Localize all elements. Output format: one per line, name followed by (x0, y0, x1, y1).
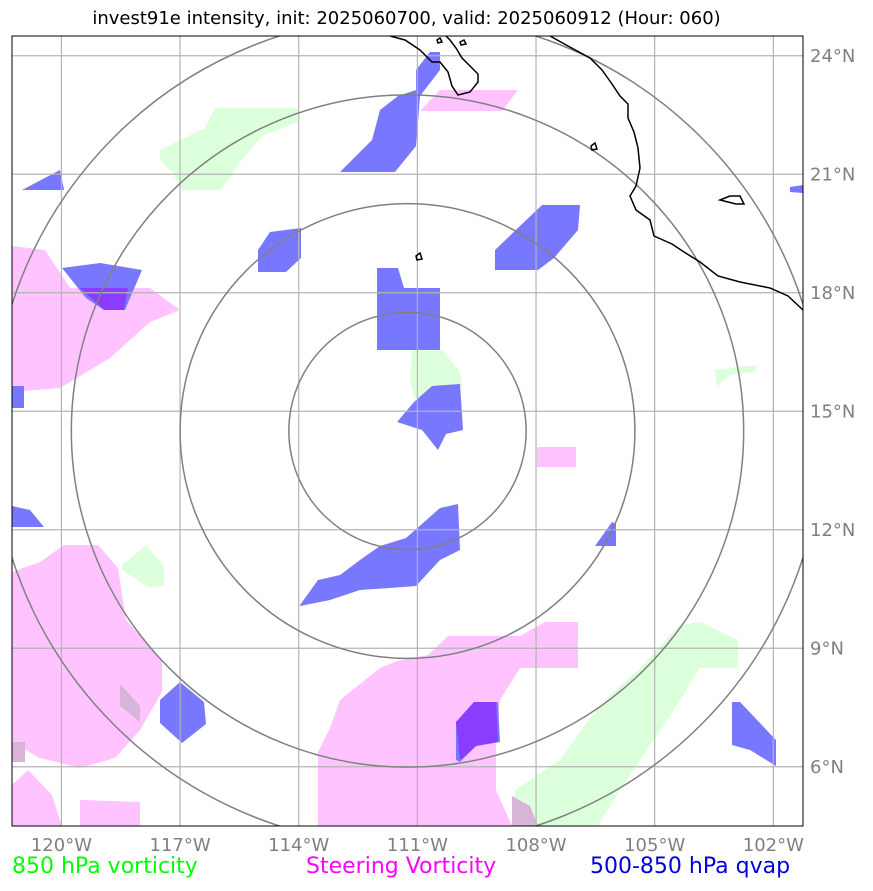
steering-patch (12, 246, 180, 392)
coastline (389, 36, 803, 311)
qvap-patch (790, 185, 803, 193)
longitude-label: 108°W (505, 835, 566, 856)
vort850-patch (122, 545, 164, 587)
qvap-patch (258, 228, 301, 272)
longitude-label: 105°W (624, 835, 685, 856)
qvap-patch (300, 504, 460, 606)
island-marias (590, 141, 598, 151)
range-ring (288, 311, 527, 551)
range-rings (12, 36, 803, 826)
overlap-patch (120, 684, 140, 722)
qvap-patch (160, 682, 206, 743)
latitude-labels: 24°N 21°N 18°N 15°N 12°N 9°N 6°N (810, 46, 855, 778)
qvap-patch (340, 52, 440, 172)
qvap-patch (377, 268, 440, 350)
longitude-labels: 120°W 117°W 114°W 111°W 108°W 105°W 102°W (31, 835, 804, 856)
qvap-patch (732, 702, 776, 766)
overlap-layer (80, 288, 498, 760)
overlap-patch (80, 288, 128, 310)
vort850-patch (715, 365, 757, 386)
island-small-ne (459, 38, 468, 46)
longitude-label: 117°W (150, 835, 211, 856)
overlap-patch (512, 796, 538, 826)
latitude-label: 9°N (810, 638, 844, 659)
qvap-patch (22, 170, 64, 190)
plot-area (12, 36, 803, 826)
mainland-mexico-coast (549, 36, 803, 311)
qvap-patch (397, 384, 463, 450)
qvap-patch (495, 205, 580, 270)
range-ring (70, 94, 745, 768)
latitude-label: 12°N (810, 520, 855, 541)
range-ring (179, 202, 636, 660)
island-small-n (436, 36, 444, 44)
steering-patch (318, 622, 578, 826)
longitude-label: 114°W (268, 835, 329, 856)
steering-patch (12, 545, 162, 768)
island-revillagigedo (415, 251, 423, 261)
steering-layer (12, 90, 578, 826)
qvap-patch (12, 506, 44, 527)
latitude-label: 15°N (810, 401, 855, 422)
vort850-patch (160, 108, 298, 190)
legend-steering-vorticity: Steering Vorticity (306, 854, 497, 879)
steering-patch (12, 770, 62, 826)
qvap-patch (12, 386, 24, 408)
legend-qvap: 500-850 hPa qvap (590, 854, 791, 879)
legend-850hpa-vorticity: 850 hPa vorticity (12, 854, 198, 879)
longitude-label: 111°W (387, 835, 448, 856)
vort850-patch (515, 622, 738, 826)
longitude-label: 102°W (743, 835, 804, 856)
steering-patch (537, 447, 576, 467)
gray-overlap-layer (12, 684, 538, 826)
baja-california-coast (389, 36, 479, 96)
overlap-patch (456, 702, 498, 760)
latitude-label: 24°N (810, 46, 855, 67)
steering-patch (80, 800, 140, 826)
latitude-label: 21°N (810, 164, 855, 185)
map-frame (11, 35, 804, 827)
map-title: invest91e intensity, init: 2025060700, v… (92, 8, 721, 29)
coast-jalisco-shelf (717, 195, 746, 205)
latitude-label: 6°N (810, 757, 844, 778)
latitude-label: 18°N (810, 283, 855, 304)
qvap-patch (595, 522, 616, 546)
longitude-label: 120°W (31, 835, 92, 856)
overlap-patch (12, 742, 25, 762)
